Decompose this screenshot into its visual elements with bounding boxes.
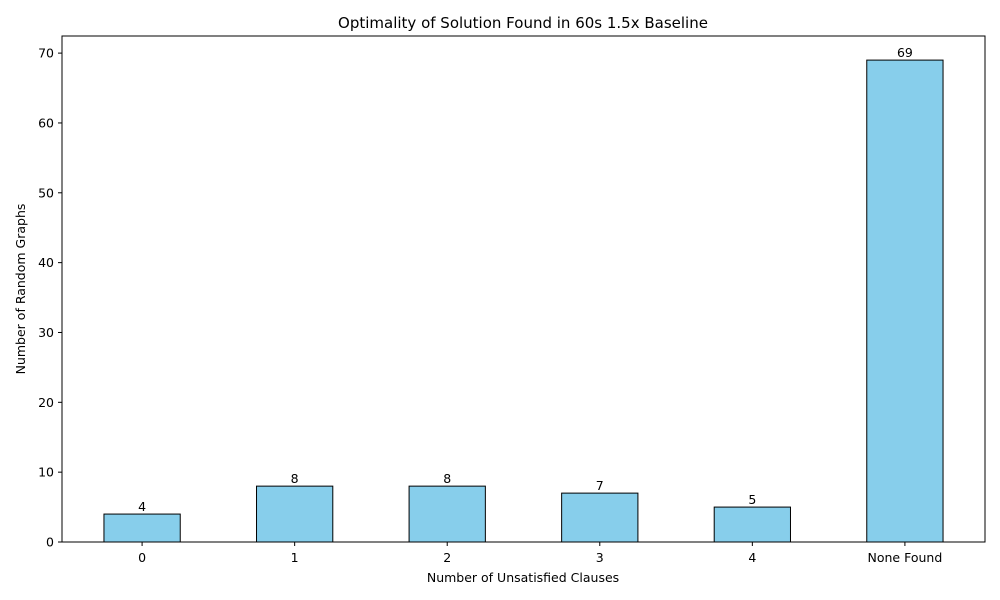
bar-0	[103, 513, 181, 543]
y-axis-label: Number of Random Graphs	[13, 204, 28, 375]
x-tick-label: 2	[443, 550, 451, 565]
data-label-2: 8	[443, 471, 451, 486]
bar-3	[561, 492, 639, 543]
bar-4	[713, 506, 791, 543]
y-tick-label: 70	[38, 46, 54, 61]
bar-2	[408, 485, 486, 543]
x-tick-label: 0	[138, 550, 146, 565]
y-tick-label: 30	[38, 325, 54, 340]
data-label-none-found: 69	[897, 45, 913, 60]
x-axis-label: Number of Unsatisfied Clauses	[427, 570, 619, 585]
x-tick-label: 1	[291, 550, 299, 565]
data-labels-group: 4 8 8 7 5 69	[138, 45, 913, 514]
data-label-1: 8	[291, 471, 299, 486]
x-tick-label: 3	[596, 550, 604, 565]
bar-none-found	[866, 59, 944, 543]
chart-title: Optimality of Solution Found in 60s 1.5x…	[338, 14, 708, 32]
x-axis-ticks: 0 1 2 3 4 None Found	[138, 542, 942, 565]
plot-frame	[61, 35, 986, 543]
data-label-0: 4	[138, 499, 146, 514]
data-label-4: 5	[748, 492, 756, 507]
x-tick-label: 4	[748, 550, 756, 565]
x-tick-label: None Found	[868, 550, 943, 565]
y-tick-label: 10	[38, 465, 54, 480]
y-tick-label: 20	[38, 395, 54, 410]
data-label-3: 7	[596, 478, 604, 493]
y-tick-label: 60	[38, 115, 54, 130]
bar-1	[256, 485, 334, 543]
y-axis-ticks: 0 10 20 30 40 50 60 70	[38, 46, 62, 550]
y-tick-label: 0	[46, 535, 54, 550]
bars-group	[103, 59, 944, 543]
y-tick-label: 50	[38, 185, 54, 200]
y-tick-label: 40	[38, 255, 54, 270]
